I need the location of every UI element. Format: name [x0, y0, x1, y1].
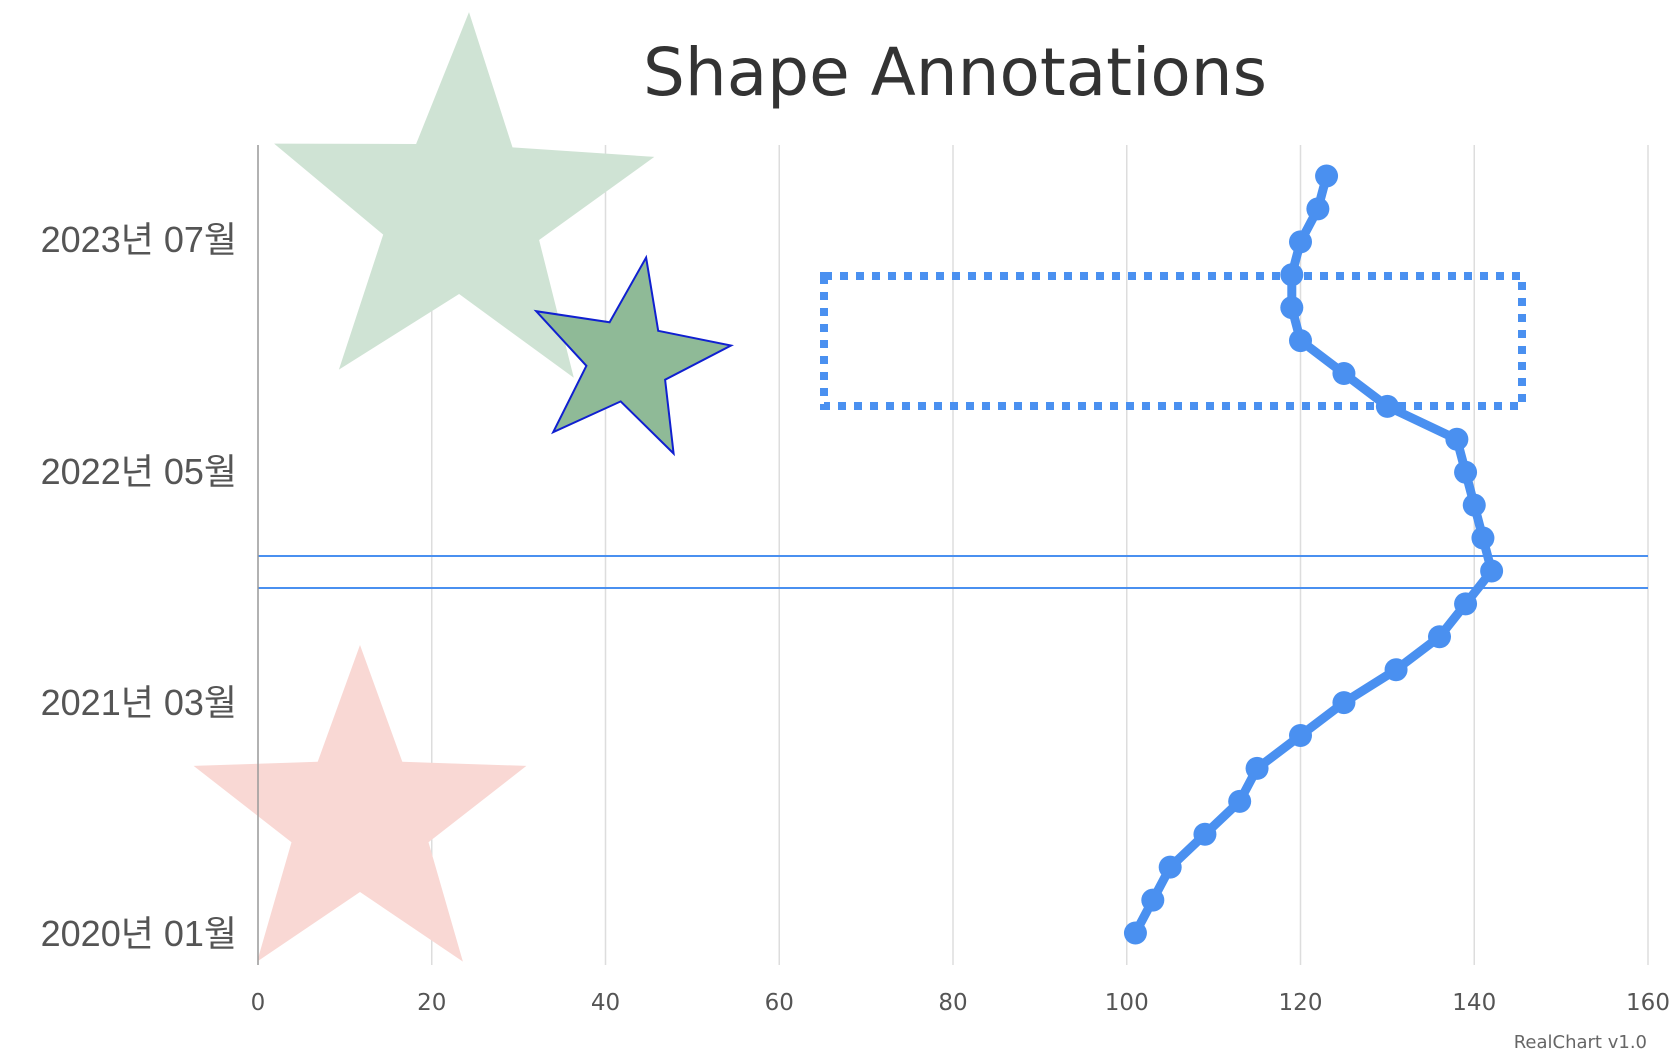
chart-credit: RealChart v1.0: [1514, 1032, 1647, 1053]
data-point: [1480, 559, 1504, 583]
x-tick-label: 0: [251, 990, 266, 1016]
data-point: [1454, 592, 1478, 616]
series-line-path: [1130, 171, 1497, 938]
band-annotation: [258, 555, 1648, 589]
data-point: [1332, 691, 1356, 715]
axes: 0 20 40 60 80 100 120 140 160 2023년 07월 2022년 05월 2…: [41, 145, 1670, 1016]
data-point: [1428, 625, 1451, 649]
x-tick-label: 40: [591, 990, 620, 1016]
data-point: [1158, 855, 1182, 879]
y-tick-label: 2023년 07월: [41, 219, 237, 260]
data-point: [1245, 756, 1269, 780]
dotted-rectangle-annotation: [820, 272, 1526, 410]
data-point: [1289, 230, 1312, 254]
data-point: [1315, 164, 1339, 188]
series-line: [1123, 164, 1504, 945]
data-point: [1375, 394, 1399, 418]
data-point: [1454, 460, 1478, 484]
data-point: [1141, 888, 1165, 912]
y-tick-label: 2020년 01월: [41, 913, 237, 954]
data-point: [1462, 493, 1486, 517]
star-annotation-dark-green: [533, 254, 734, 457]
star-annotations: [193, 12, 734, 962]
data-point: [1384, 658, 1408, 682]
x-tick-label: 160: [1626, 990, 1670, 1016]
data-point: [1289, 329, 1312, 353]
data-point: [1123, 921, 1147, 945]
x-tick-label: 120: [1279, 990, 1323, 1016]
x-tick-label: 100: [1105, 990, 1149, 1016]
star-annotation-pink: [193, 645, 527, 962]
data-point: [1289, 724, 1312, 748]
data-point: [1471, 526, 1495, 550]
chart-title: Shape Annotations: [643, 34, 1267, 111]
data-point: [1228, 789, 1252, 813]
x-tick-label: 80: [938, 990, 967, 1016]
y-tick-label: 2021년 03월: [41, 682, 237, 723]
data-point: [1445, 427, 1469, 451]
star-annotation-large-green: [274, 12, 655, 378]
data-point: [1332, 361, 1356, 385]
data-point: [1306, 197, 1330, 221]
data-point: [1280, 263, 1304, 287]
x-tick-label: 60: [765, 990, 794, 1016]
rectangle-annotation: [820, 272, 1526, 410]
x-tick-label: 20: [417, 990, 446, 1016]
y-tick-label: 2022년 05월: [41, 451, 237, 492]
data-point: [1280, 296, 1304, 320]
x-tick-label: 140: [1452, 990, 1496, 1016]
data-point: [1193, 822, 1217, 846]
